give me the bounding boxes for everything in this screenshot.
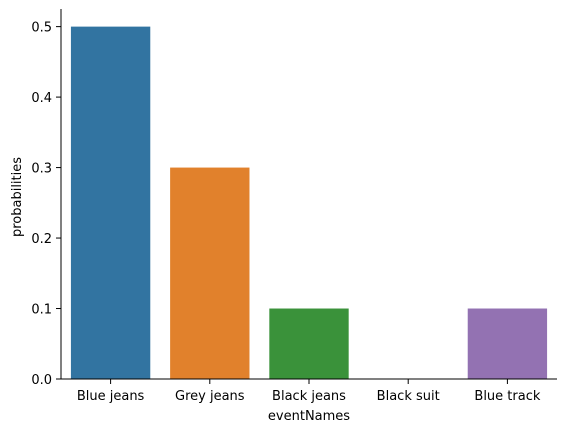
y-ticks: 0.0 0.1 0.2 0.3 0.4 0.5 (31, 21, 61, 388)
y-axis-title: probabilities (10, 157, 25, 237)
x-tick-label: Black jeans (272, 389, 346, 404)
x-tick-label: Black suit (377, 389, 440, 404)
bar-blue-track (467, 308, 548, 379)
bar-black-jeans (269, 308, 349, 379)
y-tick-label: 0.2 (31, 232, 52, 247)
y-tick-label: 0.1 (31, 303, 52, 318)
x-tick-label: Grey jeans (175, 389, 245, 404)
y-tick-label: 0.3 (31, 162, 52, 177)
x-tick-label: Blue track (474, 389, 540, 404)
bar-blue-jeans (70, 26, 151, 380)
bar-grey-jeans (170, 167, 250, 379)
y-tick-label: 0.4 (31, 91, 52, 106)
y-tick-label: 0.0 (31, 373, 52, 388)
x-tick-label: Blue jeans (77, 389, 145, 404)
y-tick-label: 0.5 (31, 21, 52, 36)
x-axis-title: eventNames (268, 409, 350, 424)
x-ticks: Blue jeans Grey jeans Black jeans Black sui… (77, 379, 541, 404)
bars-layer (70, 26, 548, 380)
